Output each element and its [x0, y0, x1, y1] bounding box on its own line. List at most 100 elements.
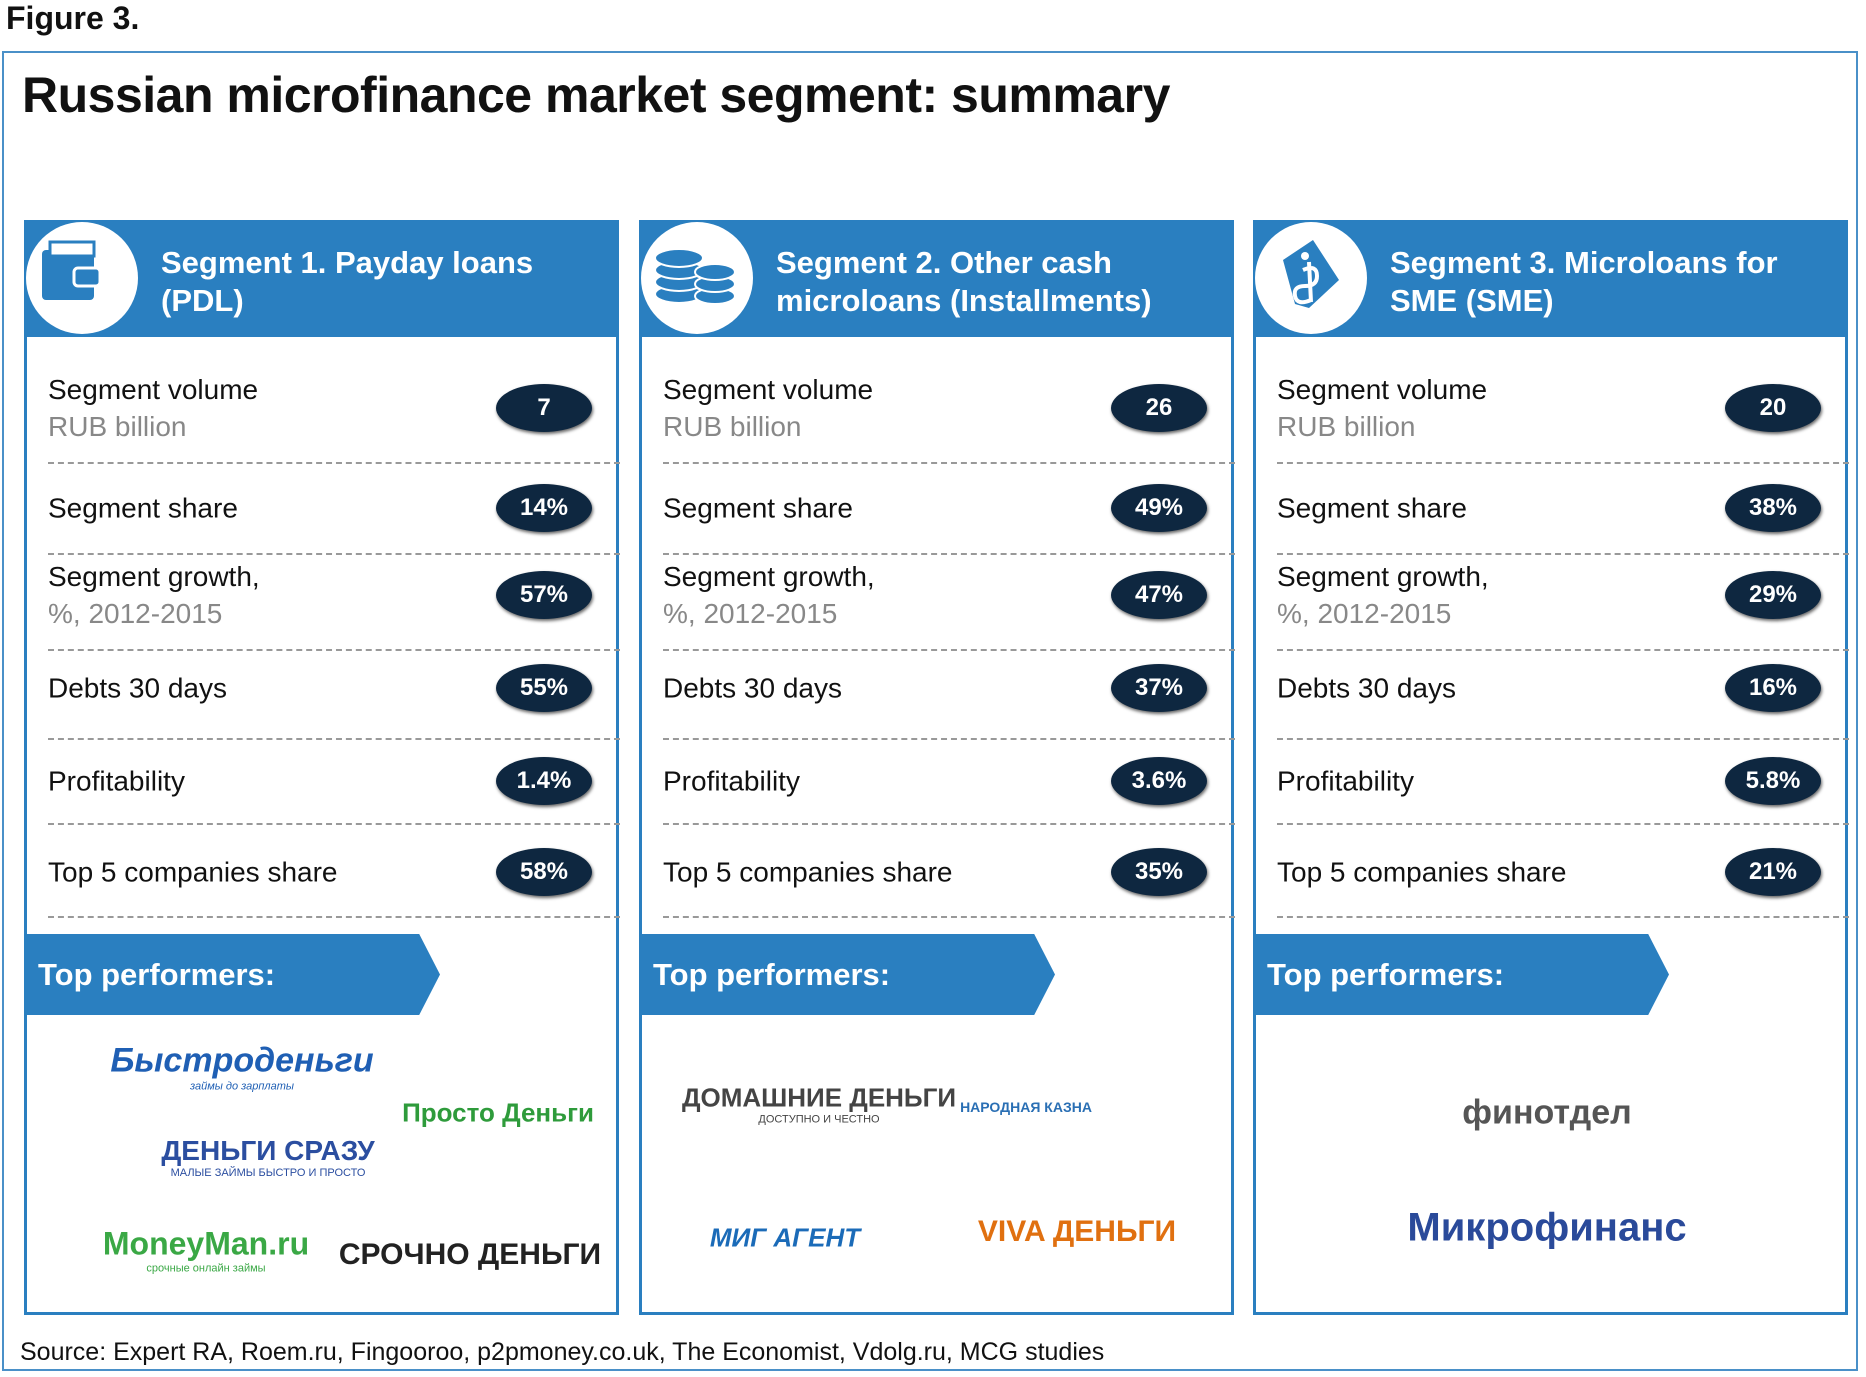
segment-icon	[26, 222, 138, 334]
segment-header: Segment 2. Other cash microloans (Install…	[639, 220, 1234, 337]
row-divider	[663, 738, 1235, 740]
row-divider	[48, 916, 620, 918]
metric-label: Profitability	[663, 763, 800, 800]
segment-panel: Segment 1. Payday loans (PDL) Segment volu…	[24, 220, 620, 1315]
metric-label: Debts 30 days	[48, 670, 227, 707]
metric-sublabel: %, 2012-2015	[663, 598, 838, 629]
row-divider	[48, 823, 620, 825]
metric-name: Segment growth,	[1277, 561, 1489, 592]
logo: финотдел	[1462, 1094, 1631, 1133]
metric-name: Segment growth,	[48, 561, 260, 592]
metric-value: 38%	[1725, 484, 1821, 532]
metric-value: 16%	[1725, 664, 1821, 712]
metric-name: Segment share	[663, 492, 853, 524]
row-divider	[1277, 649, 1849, 651]
segment-header: Segment 1. Payday loans (PDL)	[24, 220, 619, 337]
logo: ДЕНЬГИ СРАЗУ МАЛЫЕ ЗАЙМЫ БЫСТРО И ПРОСТО	[161, 1135, 374, 1179]
logo-tagline: срочные онлайн займы	[146, 1262, 266, 1275]
metric-name: Debts 30 days	[663, 672, 842, 704]
metric-value: 14%	[496, 484, 592, 532]
metric-name: Profitability	[1277, 765, 1414, 797]
row-divider	[663, 553, 1235, 555]
logo-name: Быстроденьги	[110, 1041, 374, 1080]
segment-title-line: microloans (Installments)	[776, 283, 1152, 318]
segment-icon	[1255, 222, 1367, 334]
logo-name: МИГ АГЕНТ	[709, 1222, 861, 1253]
segment-title-line: (PDL)	[161, 283, 244, 318]
metric-value: 58%	[496, 848, 592, 896]
logo: Микрофинанс	[1407, 1206, 1686, 1251]
metric-label: Segment growth, %, 2012-2015	[1277, 558, 1489, 632]
metric-value: 3.6%	[1111, 757, 1207, 805]
top-performers-label: Top performers:	[653, 957, 891, 992]
metric-value: 26	[1111, 384, 1207, 432]
logo: ДОМАШНИЕ ДЕНЬГИ ДОСТУПНО И ЧЕСТНО	[682, 1083, 956, 1126]
metric-label: Profitability	[48, 763, 185, 800]
row-divider	[1277, 462, 1849, 464]
metric-value: 55%	[496, 664, 592, 712]
metric-label: Profitability	[1277, 763, 1414, 800]
metric-sublabel: RUB billion	[1277, 411, 1416, 442]
segment-title: Segment 3. Microloans for SME (SME)	[1390, 244, 1778, 320]
row-divider	[1277, 738, 1849, 740]
metric-name: Segment share	[1277, 492, 1467, 524]
logo-name: Микрофинанс	[1407, 1205, 1687, 1250]
segment-title-line: SME (SME)	[1390, 283, 1554, 318]
metric-label: Segment share	[1277, 490, 1467, 527]
metric-label: Segment volume RUB billion	[1277, 371, 1487, 445]
metric-label: Top 5 companies share	[663, 854, 953, 891]
metric-sublabel: %, 2012-2015	[1277, 598, 1452, 629]
segment-body	[1253, 337, 1848, 1315]
logo: НАРОДНАЯ КАЗНА	[960, 1099, 1092, 1115]
metric-name: Segment growth,	[663, 561, 875, 592]
row-divider	[663, 649, 1235, 651]
metric-sublabel: %, 2012-2015	[48, 598, 223, 629]
metric-label: Segment growth, %, 2012-2015	[48, 558, 260, 632]
logo: Быстроденьги займы до зарплаты	[110, 1042, 373, 1093]
metric-label: Debts 30 days	[1277, 670, 1456, 707]
top-performers-banner: Top performers:	[1253, 934, 1669, 1015]
metric-label: Top 5 companies share	[48, 854, 338, 891]
metric-label: Top 5 companies share	[1277, 854, 1567, 891]
metric-name: Debts 30 days	[1277, 672, 1456, 704]
metric-value: 1.4%	[496, 757, 592, 805]
figure-label: Figure 3.	[6, 0, 140, 36]
metric-value: 21%	[1725, 848, 1821, 896]
metric-name: Profitability	[663, 765, 800, 797]
metric-label: Segment volume RUB billion	[663, 371, 873, 445]
metric-label: Segment volume RUB billion	[48, 371, 258, 445]
logo: MoneyMan.ru срочные онлайн займы	[103, 1226, 309, 1275]
row-divider	[48, 553, 620, 555]
logo-tagline: МАЛЫЕ ЗАЙМЫ БЫСТРО И ПРОСТО	[170, 1167, 366, 1179]
row-divider	[663, 916, 1235, 918]
metric-name: Top 5 companies share	[1277, 856, 1567, 888]
logo-name: НАРОДНАЯ КАЗНА	[960, 1099, 1092, 1115]
segment-title-line: Segment 3. Microloans for	[1390, 245, 1778, 280]
row-divider	[663, 823, 1235, 825]
metric-label: Segment share	[663, 490, 853, 527]
metric-value: 49%	[1111, 484, 1207, 532]
metric-value: 57%	[496, 571, 592, 619]
segment-panel: Segment 2. Other cash microloans (Install…	[639, 220, 1235, 1315]
segment-icon	[641, 222, 753, 334]
metric-label: Segment growth, %, 2012-2015	[663, 558, 875, 632]
logo-name: ДЕНЬГИ СРАЗУ	[161, 1135, 375, 1166]
logo-tagline: займы до зарплаты	[189, 1080, 295, 1093]
metric-value: 5.8%	[1725, 757, 1821, 805]
segment-panel: Segment 3. Microloans for SME (SME) Segmen…	[1253, 220, 1849, 1315]
logo-name: Просто Деньги	[402, 1097, 594, 1128]
frame	[2, 51, 1858, 1371]
segment-body	[24, 337, 619, 1315]
logo-name: VIVA ДЕНЬГИ	[977, 1215, 1177, 1248]
top-performers-label: Top performers:	[38, 957, 276, 992]
metric-label: Segment share	[48, 490, 238, 527]
logo-tagline: ДОСТУПНО И ЧЕСТНО	[758, 1113, 880, 1126]
segment-title-line: Segment 1. Payday loans	[161, 245, 534, 280]
title: Russian microfinance market segment: sum…	[22, 67, 1170, 123]
metric-value: 37%	[1111, 664, 1207, 712]
segment-header: Segment 3. Microloans for SME (SME)	[1253, 220, 1848, 337]
row-divider	[48, 462, 620, 464]
row-divider	[1277, 553, 1849, 555]
row-divider	[48, 649, 620, 651]
